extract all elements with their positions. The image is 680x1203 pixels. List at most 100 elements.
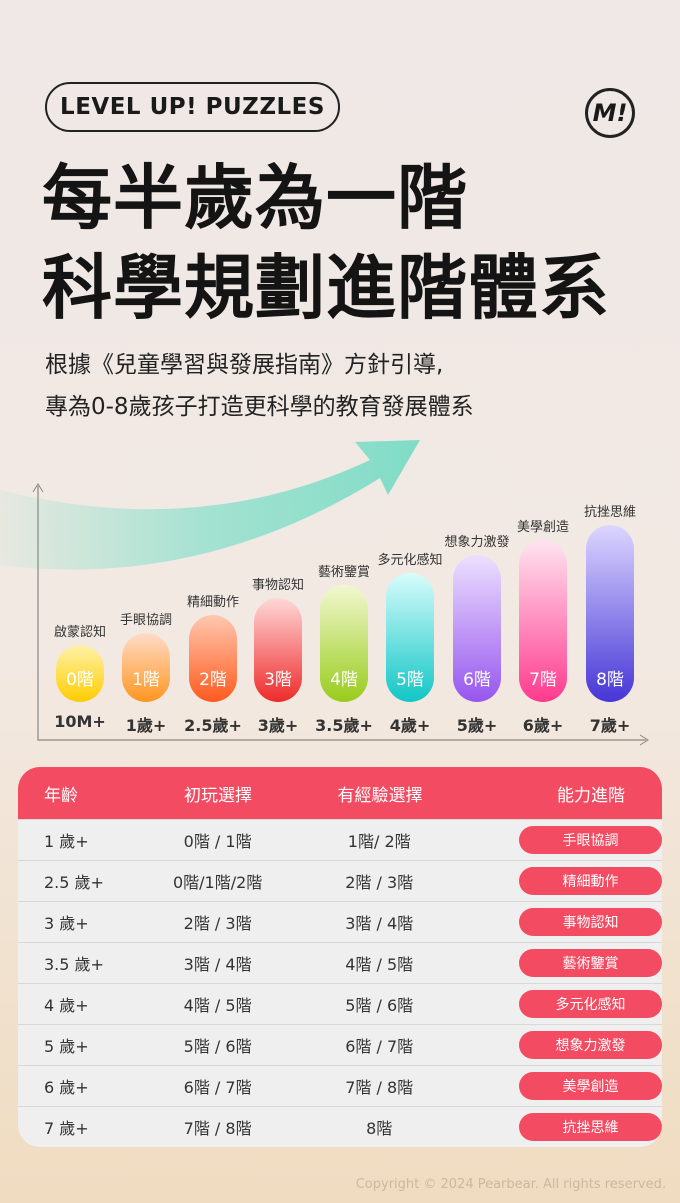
skill-label: 精細動作 — [186, 595, 240, 610]
level-label: 3階 — [264, 670, 292, 690]
age-level-table: 年齡 初玩選擇 有經驗選擇 能力進階 1 歲+ 0階 / 1階 1階/ 2階 手… — [18, 767, 662, 1147]
age-label: 7歲+ — [589, 716, 631, 735]
level-bar: 4階 — [320, 585, 368, 702]
subtitle-line1: 根據《兒童學習與發展指南》方針引導, — [45, 352, 444, 378]
cell-beginner: 7階 / 8階 — [183, 1119, 252, 1138]
table-header: 年齡 初玩選擇 有經驗選擇 能力進階 — [18, 767, 662, 819]
level-bar: 6階 — [453, 555, 501, 702]
cell-beginner: 5階 / 6階 — [183, 1037, 252, 1056]
age-label: 1歲+ — [125, 716, 167, 735]
cell-age: 7 歲+ — [44, 1119, 89, 1138]
cell-experienced: 4階 / 5階 — [345, 955, 414, 974]
cell-ability: 想象力激發 — [459, 1031, 662, 1059]
skill-label: 多元化感知 — [377, 553, 443, 568]
age-label: 4歲+ — [389, 716, 431, 735]
page-title-line2: 科學規劃進階體系 — [42, 247, 610, 329]
header-experienced: 有經驗選擇 — [337, 785, 423, 806]
cell-age: 5 歲+ — [44, 1037, 89, 1056]
level-bar: 0階 — [56, 645, 104, 702]
cell-beginner: 4階 / 5階 — [183, 996, 252, 1015]
level-label: 0階 — [66, 670, 94, 690]
cell-beginner: 6階 / 7階 — [183, 1078, 252, 1097]
cell-ability: 事物認知 — [459, 908, 662, 936]
cell-experienced: 7階 / 8階 — [345, 1078, 414, 1097]
cell-ability: 美學創造 — [459, 1072, 662, 1100]
table-row: 5 歲+ 5階 / 6階 6階 / 7階 想象力激發 — [18, 1024, 662, 1065]
skill-label: 啟蒙認知 — [53, 625, 107, 640]
cell-ability: 手眼協調 — [459, 826, 662, 854]
cell-age: 1 歲+ — [44, 832, 89, 851]
header-beginner: 初玩選擇 — [184, 785, 252, 806]
cell-beginner: 0階/1階/2階 — [172, 873, 263, 892]
cell-age: 3.5 歲+ — [44, 955, 104, 974]
table-row: 4 歲+ 4階 / 5階 5階 / 6階 多元化感知 — [18, 983, 662, 1024]
level-bar: 7階 — [519, 540, 567, 702]
age-label: 6歲+ — [522, 716, 564, 735]
skill-label: 抗挫思維 — [583, 505, 637, 520]
level-bar: 5階 — [386, 573, 434, 702]
table-row: 1 歲+ 0階 / 1階 1階/ 2階 手眼協調 — [18, 819, 662, 860]
cell-experienced: 5階 / 6階 — [345, 996, 414, 1015]
skill-label: 美學創造 — [516, 520, 570, 535]
cell-experienced: 8階 — [366, 1119, 393, 1138]
cell-beginner: 3階 / 4階 — [183, 955, 252, 974]
ability-tag: 多元化感知 — [519, 990, 662, 1018]
table-row: 3 歲+ 2階 / 3階 3階 / 4階 事物認知 — [18, 901, 662, 942]
ability-tag: 事物認知 — [519, 908, 662, 936]
age-label: 3歲+ — [257, 716, 299, 735]
page-title-line1: 每半歲為一階 — [42, 157, 468, 239]
level-bar: 3階 — [254, 598, 302, 702]
level-label: 5階 — [396, 670, 424, 690]
cell-ability: 多元化感知 — [459, 990, 662, 1018]
table-row: 6 歲+ 6階 / 7階 7階 / 8階 美學創造 — [18, 1065, 662, 1106]
cell-ability: 抗挫思維 — [459, 1113, 662, 1141]
cell-ability: 精細動作 — [459, 867, 662, 895]
age-label: 5歲+ — [456, 716, 498, 735]
ability-tag: 藝術鑒賞 — [519, 949, 662, 977]
brand-badge: LEVEL UP! PUZZLES — [45, 82, 340, 132]
cell-age: 4 歲+ — [44, 996, 89, 1015]
growth-arrow-icon — [0, 440, 420, 570]
level-bar: 8階 — [586, 525, 634, 702]
copyright: Copyright © 2024 Pearbear. All rights re… — [355, 1177, 666, 1192]
level-label: 6階 — [463, 670, 491, 690]
ability-tag: 抗挫思維 — [519, 1113, 662, 1141]
skill-label: 藝術鑒賞 — [317, 565, 371, 580]
level-bar: 1階 — [122, 633, 170, 702]
cell-experienced: 2階 / 3階 — [345, 873, 414, 892]
level-bar: 2階 — [189, 615, 237, 702]
table-row: 3.5 歲+ 3階 / 4階 4階 / 5階 藝術鑒賞 — [18, 942, 662, 983]
cell-age: 3 歲+ — [44, 914, 89, 933]
cell-age: 2.5 歲+ — [44, 873, 104, 892]
table-row: 7 歲+ 7階 / 8階 8階 抗挫思維 — [18, 1106, 662, 1147]
ability-tag: 美學創造 — [519, 1072, 662, 1100]
header-age: 年齡 — [44, 785, 78, 806]
level-label: 8階 — [596, 670, 624, 690]
skill-label: 想象力激發 — [444, 535, 510, 550]
subtitle-line2: 專為0-8歲孩子打造更科學的教育發展體系 — [45, 394, 474, 420]
level-label: 7階 — [529, 670, 557, 690]
header-ability: 能力進階 — [557, 785, 625, 806]
level-label: 2階 — [199, 670, 227, 690]
age-label: 10M+ — [54, 712, 106, 731]
cell-experienced: 1階/ 2階 — [347, 832, 411, 851]
ability-tag: 想象力激發 — [519, 1031, 662, 1059]
ability-tag: 精細動作 — [519, 867, 662, 895]
age-label: 2.5歲+ — [184, 716, 242, 735]
cell-beginner: 2階 / 3階 — [183, 914, 252, 933]
cell-experienced: 3階 / 4階 — [345, 914, 414, 933]
level-label: 1階 — [132, 670, 160, 690]
chart-axes — [32, 483, 649, 746]
brand-logo-icon: M! — [585, 88, 635, 138]
level-chart: 0階 啟蒙認知 10M+ 1階 手眼協調 1歲+ 2階 精細動作 2.5歲+ 3階 事物認知 3歲+ 4… — [0, 470, 680, 760]
skill-label: 事物認知 — [251, 578, 305, 593]
cell-ability: 藝術鑒賞 — [459, 949, 662, 977]
skill-label: 手眼協調 — [119, 613, 173, 628]
level-label: 4階 — [330, 670, 358, 690]
table-row: 2.5 歲+ 0階/1階/2階 2階 / 3階 精細動作 — [18, 860, 662, 901]
cell-age: 6 歲+ — [44, 1078, 89, 1097]
cell-beginner: 0階 / 1階 — [183, 832, 252, 851]
ability-tag: 手眼協調 — [519, 826, 662, 854]
cell-experienced: 6階 / 7階 — [345, 1037, 414, 1056]
age-label: 3.5歲+ — [315, 716, 373, 735]
